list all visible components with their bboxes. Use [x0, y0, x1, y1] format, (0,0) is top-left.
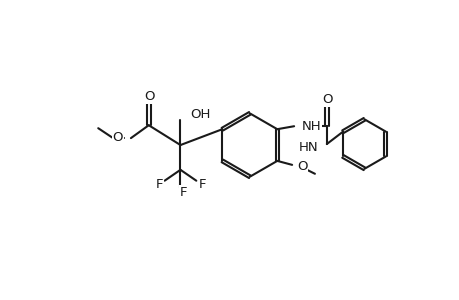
- Text: OH: OH: [190, 108, 210, 121]
- Text: O: O: [144, 90, 154, 103]
- Text: F: F: [156, 178, 163, 191]
- Text: HN: HN: [297, 140, 317, 154]
- Text: F: F: [198, 178, 206, 191]
- Text: O: O: [321, 93, 332, 106]
- Text: O: O: [112, 130, 123, 144]
- Text: NH: NH: [302, 120, 321, 133]
- Text: O: O: [297, 160, 307, 173]
- Text: F: F: [179, 186, 187, 199]
